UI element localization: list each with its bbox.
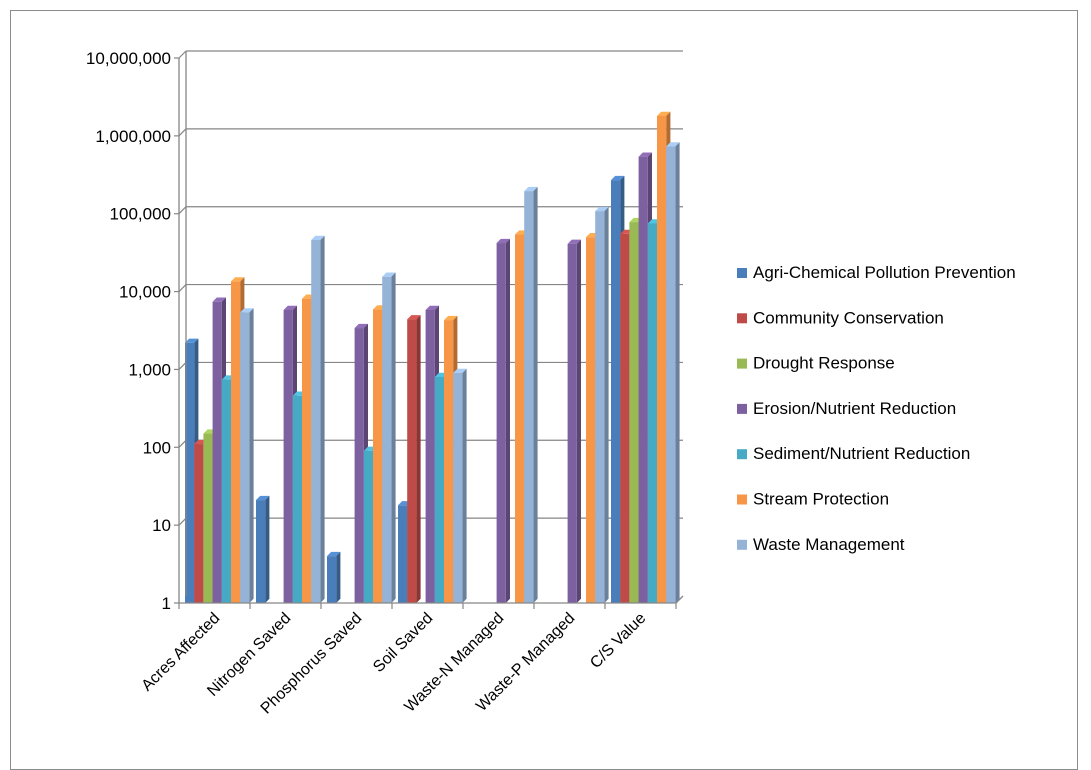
y-tick-label: 100 xyxy=(143,438,171,457)
bar-waste-management-c-s-value xyxy=(666,142,680,604)
axes xyxy=(174,51,684,609)
chart-frame: 1 10 100 1,000 10,000 100,000 1,000,000 10,000,… xyxy=(10,10,1078,770)
y-tick-label: 100,000 xyxy=(110,205,171,224)
gridline-depth xyxy=(178,284,187,292)
bar-waste-management-phosphorus-saved xyxy=(382,272,396,603)
gridline-depth xyxy=(178,362,187,370)
gridline-depth xyxy=(178,439,187,448)
bar-erosion-nutrient-reduction-waste-n-managed xyxy=(496,238,510,604)
y-tick-labels: 1 10 100 1,000 10,000 100,000 1,000,000 10,000,… xyxy=(86,49,171,613)
legend-label: Sediment/Nutrient Reduction xyxy=(753,444,970,463)
bars xyxy=(185,111,680,604)
gridline-depth xyxy=(178,50,187,59)
bar-waste-management-acres-affected xyxy=(240,308,254,603)
legend-label: Agri-Chemical Pollution Prevention xyxy=(753,263,1016,282)
bar-agri-chemical-pollution-prevention-nitrogen-saved xyxy=(256,495,270,603)
gridline-depth xyxy=(178,517,187,526)
y-tick-label: 10 xyxy=(152,516,171,535)
chart: 1 10 100 1,000 10,000 100,000 1,000,000 10,000,… xyxy=(86,49,1016,718)
legend-item-waste-management: Waste Management xyxy=(737,535,905,554)
bar-waste-management-waste-p-managed xyxy=(595,206,609,604)
y-tick-label: 1,000 xyxy=(128,360,171,379)
legend-label: Community Conservation xyxy=(753,308,944,327)
bar-waste-management-nitrogen-saved xyxy=(311,235,325,603)
legend-swatch xyxy=(737,494,747,505)
legend-label: Erosion/Nutrient Reduction xyxy=(753,399,956,418)
legend-item-erosion-nutrient-reduction: Erosion/Nutrient Reduction xyxy=(737,399,956,418)
bar-waste-management-waste-n-managed xyxy=(524,186,538,603)
gridline-depth xyxy=(178,206,187,215)
y-tick-label: 1 xyxy=(162,594,171,613)
y-tick-label: 10,000,000 xyxy=(86,49,171,68)
legend-swatch xyxy=(737,313,747,324)
y-tick-label: 10,000 xyxy=(119,283,171,302)
legend-item-drought-response: Drought Response xyxy=(737,354,895,373)
legend-item-sediment-nutrient-reduction: Sediment/Nutrient Reduction xyxy=(737,444,970,463)
x-tick-label: Soil Saved xyxy=(370,610,436,676)
bar-erosion-nutrient-reduction-waste-p-managed xyxy=(567,239,581,604)
legend-label: Drought Response xyxy=(753,354,895,373)
legend-swatch xyxy=(737,358,747,369)
bar-agri-chemical-pollution-prevention-phosphorus-saved xyxy=(327,551,341,603)
legend-item-stream-protection: Stream Protection xyxy=(737,490,889,509)
y-tick-label: 1,000,000 xyxy=(95,127,171,146)
gridline-depth xyxy=(178,128,187,137)
legend-label: Waste Management xyxy=(753,535,905,554)
legend-item-agri-chemical-pollution-prevention: Agri-Chemical Pollution Prevention xyxy=(737,263,1016,282)
legend-label: Stream Protection xyxy=(753,490,889,509)
legend-swatch xyxy=(737,449,747,460)
bar-community-conservation-soil-saved xyxy=(407,315,421,603)
legend-swatch xyxy=(737,268,747,278)
x-axis-depth xyxy=(675,595,684,604)
legend-item-community-conservation: Community Conservation xyxy=(737,308,944,327)
legend-swatch xyxy=(737,539,747,550)
legend: Agri-Chemical Pollution Prevention Commun… xyxy=(737,263,1016,554)
bar-waste-management-soil-saved xyxy=(453,368,467,603)
legend-swatch xyxy=(737,403,747,414)
x-tick-label: C/S Value xyxy=(587,610,649,672)
